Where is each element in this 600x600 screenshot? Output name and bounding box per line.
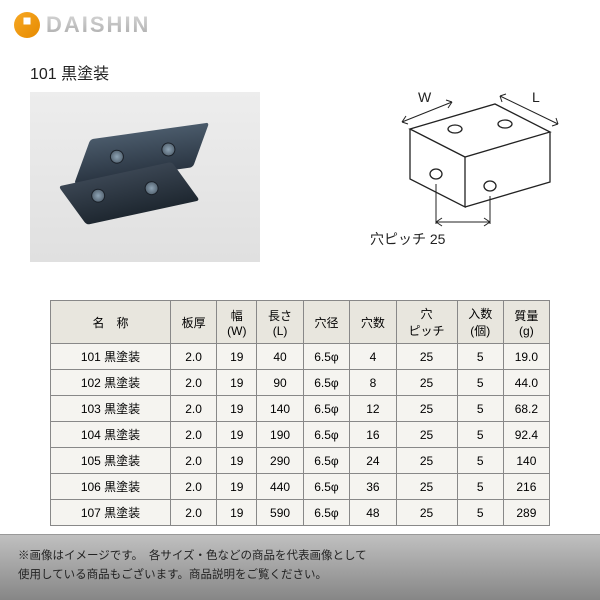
col-header: 質量(g) — [503, 301, 549, 344]
table-cell: 104 黒塗装 — [51, 422, 171, 448]
table-cell: 19 — [217, 370, 257, 396]
table-row: 106 黒塗装2.0194406.5φ36255216 — [51, 474, 550, 500]
table-cell: 140 — [503, 448, 549, 474]
table-cell: 24 — [350, 448, 396, 474]
table-cell: 5 — [457, 422, 503, 448]
table-cell: 2.0 — [171, 448, 217, 474]
table-cell: 25 — [396, 500, 457, 526]
table-row: 105 黒塗装2.0192906.5φ24255140 — [51, 448, 550, 474]
table-cell: 106 黒塗装 — [51, 474, 171, 500]
table-cell: 92.4 — [503, 422, 549, 448]
table-cell: 19 — [217, 474, 257, 500]
dim-l-label: L — [532, 89, 540, 105]
table-cell: 12 — [350, 396, 396, 422]
table-cell: 25 — [396, 474, 457, 500]
table-cell: 440 — [257, 474, 303, 500]
disclaimer-line1: ※画像はイメージです。 各サイズ・色などの商品を代表画像として — [18, 547, 582, 565]
table-cell: 40 — [257, 344, 303, 370]
col-header: 長さ(L) — [257, 301, 303, 344]
table-cell: 25 — [396, 396, 457, 422]
table-cell: 25 — [396, 370, 457, 396]
table-cell: 25 — [396, 422, 457, 448]
dim-w-label: W — [418, 89, 432, 105]
table-cell: 19 — [217, 422, 257, 448]
spec-table: 名 称板厚幅(W)長さ(L)穴径穴数穴ピッチ入数(個)質量(g) 101 黒塗装… — [50, 300, 550, 526]
col-header: 穴数 — [350, 301, 396, 344]
table-cell: 216 — [503, 474, 549, 500]
upper-section: 101 黒塗装 — [30, 60, 570, 270]
table-row: 101 黒塗装2.019406.5φ425519.0 — [51, 344, 550, 370]
table-cell: 5 — [457, 474, 503, 500]
table-cell: 103 黒塗装 — [51, 396, 171, 422]
col-header: 穴径 — [303, 301, 350, 344]
table-row: 104 黒塗装2.0191906.5φ1625592.4 — [51, 422, 550, 448]
col-header: 板厚 — [171, 301, 217, 344]
table-cell: 190 — [257, 422, 303, 448]
table-cell: 2.0 — [171, 422, 217, 448]
table-cell: 2.0 — [171, 500, 217, 526]
table-cell: 140 — [257, 396, 303, 422]
table-cell: 6.5φ — [303, 344, 350, 370]
table-cell: 5 — [457, 500, 503, 526]
table-cell: 6.5φ — [303, 500, 350, 526]
table-cell: 101 黒塗装 — [51, 344, 171, 370]
daishin-logo-icon — [14, 12, 40, 38]
table-cell: 5 — [457, 396, 503, 422]
table-cell: 90 — [257, 370, 303, 396]
table-cell: 6.5φ — [303, 422, 350, 448]
col-header: 幅(W) — [217, 301, 257, 344]
table-cell: 2.0 — [171, 396, 217, 422]
table-cell: 25 — [396, 448, 457, 474]
product-label: 101 黒塗装 — [30, 60, 290, 84]
watermark-brand: DAISHIN — [14, 12, 150, 38]
spec-table-wrap: 名 称板厚幅(W)長さ(L)穴径穴数穴ピッチ入数(個)質量(g) 101 黒塗装… — [50, 300, 550, 526]
dim-pitch-label: 穴ピッチ 25 — [370, 231, 446, 247]
table-cell: 4 — [350, 344, 396, 370]
table-cell: 19 — [217, 396, 257, 422]
product-photo-wrap: 101 黒塗装 — [30, 60, 290, 270]
col-header: 穴ピッチ — [396, 301, 457, 344]
angle-bracket-icon — [69, 123, 220, 232]
table-cell: 5 — [457, 344, 503, 370]
table-cell: 2.0 — [171, 344, 217, 370]
table-cell: 44.0 — [503, 370, 549, 396]
col-header: 入数(個) — [457, 301, 503, 344]
table-cell: 107 黒塗装 — [51, 500, 171, 526]
col-header: 名 称 — [51, 301, 171, 344]
dimension-schematic: W L 穴ピッチ 25 — [350, 84, 570, 264]
table-cell: 8 — [350, 370, 396, 396]
product-photo — [30, 92, 260, 262]
disclaimer-footer: ※画像はイメージです。 各サイズ・色などの商品を代表画像として 使用している商品… — [0, 534, 600, 600]
table-row: 102 黒塗装2.019906.5φ825544.0 — [51, 370, 550, 396]
table-cell: 19 — [217, 448, 257, 474]
table-cell: 2.0 — [171, 370, 217, 396]
table-cell: 590 — [257, 500, 303, 526]
table-cell: 290 — [257, 448, 303, 474]
table-cell: 289 — [503, 500, 549, 526]
table-cell: 6.5φ — [303, 396, 350, 422]
table-cell: 36 — [350, 474, 396, 500]
table-cell: 2.0 — [171, 474, 217, 500]
table-cell: 5 — [457, 370, 503, 396]
table-cell: 19 — [217, 500, 257, 526]
table-cell: 5 — [457, 448, 503, 474]
table-cell: 6.5φ — [303, 370, 350, 396]
table-row: 103 黒塗装2.0191406.5φ1225568.2 — [51, 396, 550, 422]
disclaimer-line2: 使用している商品もございます。商品説明をご覧ください。 — [18, 566, 582, 584]
table-cell: 6.5φ — [303, 448, 350, 474]
table-cell: 16 — [350, 422, 396, 448]
table-cell: 6.5φ — [303, 474, 350, 500]
table-cell: 25 — [396, 344, 457, 370]
table-cell: 102 黒塗装 — [51, 370, 171, 396]
table-cell: 68.2 — [503, 396, 549, 422]
watermark-text: DAISHIN — [46, 12, 150, 38]
table-cell: 105 黒塗装 — [51, 448, 171, 474]
table-cell: 48 — [350, 500, 396, 526]
table-row: 107 黒塗装2.0195906.5φ48255289 — [51, 500, 550, 526]
table-cell: 19.0 — [503, 344, 549, 370]
table-cell: 19 — [217, 344, 257, 370]
